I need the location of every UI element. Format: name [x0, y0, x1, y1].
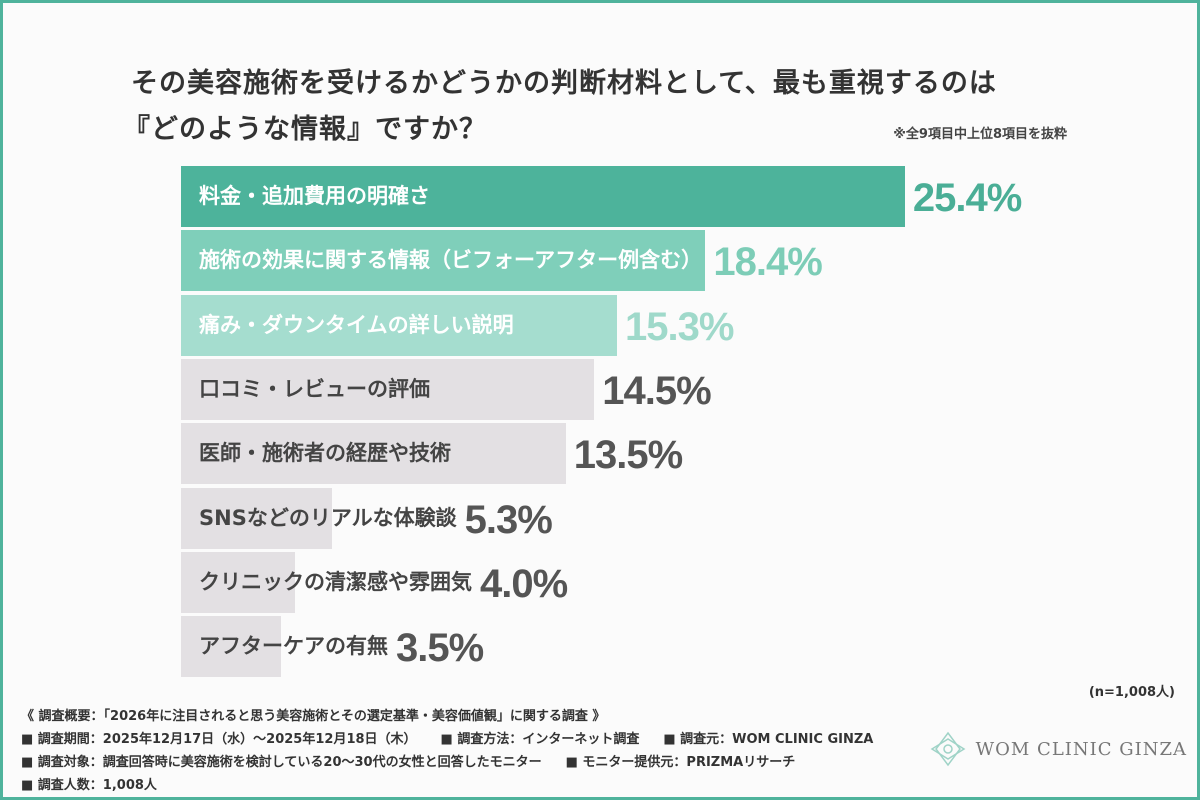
bar	[181, 358, 595, 420]
bar-label: 口コミ・レビューの評価	[199, 376, 430, 401]
chart-title-line-1: その美容施術を受けるかどうかの判断材料として、最も重視するのは	[131, 68, 997, 99]
bar-value-label: 25.4%	[912, 176, 1022, 220]
bar-label: クリニックの清潔感や雰囲気	[199, 569, 472, 594]
logo-icon	[930, 731, 966, 767]
chart-title-line-2: 『どのような情報』ですか？	[123, 114, 487, 145]
bar	[181, 166, 905, 227]
bar	[181, 423, 566, 485]
bar-label: 医師・施術者の経歴や技術	[199, 441, 451, 466]
bar-value-label: 15.3%	[625, 304, 734, 349]
logo-text: WOM CLINIC GINZA	[975, 738, 1187, 760]
bar-value-label: 14.5%	[602, 368, 711, 413]
survey-summary: 《 調査概要：「2026年に注目されると思う美容施術とその選定基準・美容価値観」…	[21, 709, 606, 724]
chart-note: ※全9項目中上位8項目を抜粋	[893, 127, 1067, 142]
bar	[181, 230, 706, 292]
survey-period: ■ 調査期間：2025年12月17日（水）〜2025年12月18日（木）	[21, 732, 417, 747]
footer-row-4: ■ 調査人数：1,008人	[21, 777, 157, 795]
bar-value-label: 18.4%	[713, 240, 822, 285]
bar-label: アフターケアの有無	[199, 634, 388, 659]
bar-value-label: 3.5%	[396, 626, 484, 671]
logo: WOM CLINIC GINZA	[930, 731, 1187, 767]
bar-value-label: 4.0%	[480, 561, 568, 606]
survey-source: ■ 調査元：WOM CLINIC GINZA	[663, 732, 874, 747]
bar-label: 痛み・ダウンタイムの詳しい説明	[199, 312, 514, 337]
bar-value-label: 5.3%	[464, 497, 553, 542]
bar-label: 施術の効果に関する情報（ビフォーアフター例含む）	[199, 248, 703, 273]
sample-size: (n=1,008人)	[1088, 685, 1175, 700]
footer-row-2: ■ 調査期間：2025年12月17日（水）〜2025年12月18日（木） ■ 調…	[21, 731, 873, 749]
survey-method: ■ 調査方法：インターネット調査	[440, 732, 640, 747]
bar-chart: 料金・追加費用の明確さ 25.4% 施術の効果に関する情報（ビフォーアフター例含む）…	[3, 3, 1200, 703]
bar	[181, 616, 281, 678]
survey-target: ■ 調査対象：調査回答時に美容施術を検討している20〜30代の女性と回答したモニ…	[21, 755, 542, 770]
bar	[181, 487, 333, 549]
footer-row-1: 《 調査概要：「2026年に注目されると思う美容施術とその選定基準・美容価値観」…	[21, 708, 605, 726]
bar-label: 料金・追加費用の明確さ	[199, 184, 430, 208]
footer-row-3: ■ 調査対象：調査回答時に美容施術を検討している20〜30代の女性と回答したモニ…	[21, 754, 795, 772]
bar-value-label: 13.5%	[573, 433, 683, 478]
bar	[181, 551, 295, 613]
bar-label: SNSなどのリアルな体験談	[199, 505, 457, 530]
bar	[181, 294, 618, 356]
survey-count: ■ 調査人数：1,008人	[21, 778, 157, 793]
survey-provider: ■ モニター提供元：PRIZMAリサーチ	[565, 755, 796, 770]
